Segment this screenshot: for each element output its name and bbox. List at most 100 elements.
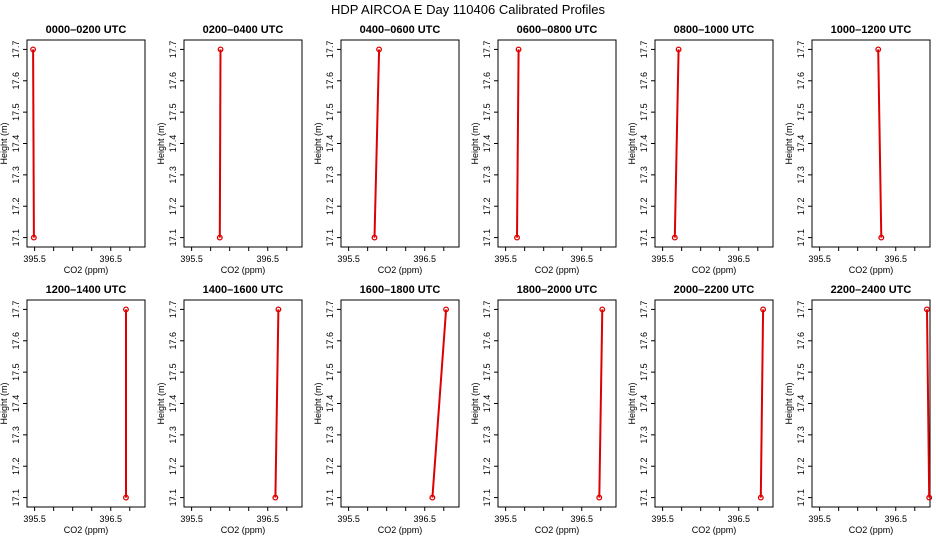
plot-frame — [811, 299, 931, 508]
data-point — [926, 494, 933, 501]
panel-title: 2000–2200 UTC — [674, 284, 755, 296]
x-axis-label: CO2 (ppm) — [692, 265, 737, 275]
panel-title: 0400–0600 UTC — [360, 24, 441, 36]
y-tick-label: 17.3 — [482, 166, 492, 184]
profile-line — [877, 49, 883, 238]
panel-3: 0400–0600 UTC 395.5 396.5 17.1 17.2 17.3 17.4 1… — [313, 24, 460, 275]
data-point — [123, 494, 129, 501]
x-axis-label: CO2 (ppm) — [849, 265, 894, 275]
x-axis-label: CO2 (ppm) — [849, 525, 894, 535]
y-tick-label: 17.4 — [482, 395, 492, 413]
x-axis-label: CO2 (ppm) — [221, 265, 266, 275]
profile-line — [218, 49, 222, 238]
data-point — [875, 46, 882, 53]
x-tick-label: 395.5 — [651, 514, 674, 524]
y-tick-label: 17.5 — [482, 103, 492, 121]
plot-frame — [654, 299, 774, 508]
y-tick-label: 17.1 — [325, 229, 335, 247]
y-tick-label: 17.4 — [325, 395, 335, 413]
profile-line — [373, 49, 381, 238]
y-tick-label: 17.6 — [796, 72, 806, 90]
y-tick-label: 17.1 — [11, 229, 21, 247]
x-tick-label: 396.5 — [99, 514, 122, 524]
panel-title: 1800–2000 UTC — [517, 284, 598, 296]
panel-4: 0600–0800 UTC 395.5 396.5 17.1 17.2 17.3 17.4 1… — [470, 24, 617, 275]
plot-frame — [497, 299, 617, 508]
panel-title: 1400–1600 UTC — [203, 284, 284, 296]
y-tick-label: 17.6 — [11, 72, 21, 90]
y-tick-label: 17.6 — [639, 72, 649, 90]
y-tick-label: 17.5 — [796, 103, 806, 121]
y-tick-label: 17.7 — [796, 301, 806, 319]
x-tick-label: 395.5 — [23, 254, 46, 264]
profile-line — [274, 309, 280, 498]
y-tick-label: 17.2 — [168, 457, 178, 475]
y-tick-label: 17.5 — [11, 363, 21, 381]
y-tick-label: 17.2 — [482, 457, 492, 475]
y-tick-label: 17.3 — [482, 426, 492, 444]
y-tick-label: 17.6 — [482, 332, 492, 350]
y-axis-label: Height (m) — [627, 382, 637, 424]
x-tick-label: 396.5 — [727, 254, 750, 264]
data-point — [924, 306, 930, 313]
x-tick-label: 395.5 — [180, 254, 203, 264]
data-point — [757, 494, 764, 501]
y-tick-label: 17.2 — [168, 197, 178, 215]
y-axis-label: Height (m) — [156, 122, 166, 164]
profile-line — [926, 309, 931, 498]
y-tick-label: 17.3 — [325, 166, 335, 184]
plot-frame — [340, 299, 460, 508]
y-tick-label: 17.3 — [325, 426, 335, 444]
x-tick-label: 396.5 — [256, 254, 279, 264]
y-tick-label: 17.2 — [325, 197, 335, 215]
y-tick-label: 17.6 — [325, 332, 335, 350]
y-axis-label: Height (m) — [0, 122, 9, 164]
y-tick-label: 17.1 — [639, 489, 649, 507]
x-axis-label: CO2 (ppm) — [64, 525, 109, 535]
y-tick-label: 17.4 — [639, 395, 649, 413]
panel-title: 0800–1000 UTC — [674, 24, 755, 36]
profile-line — [516, 49, 520, 238]
y-tick-label: 17.4 — [639, 135, 649, 153]
y-tick-label: 17.2 — [639, 197, 649, 215]
panel-title: 0000–0200 UTC — [46, 24, 127, 36]
y-axis-label: Height (m) — [470, 382, 480, 424]
x-tick-label: 396.5 — [256, 514, 279, 524]
y-tick-label: 17.3 — [11, 166, 21, 184]
y-tick-label: 17.1 — [168, 229, 178, 247]
y-tick-label: 17.4 — [168, 395, 178, 413]
panel-9: 1600–1800 UTC 395.5 396.5 17.1 17.2 17.3 17.4 1… — [313, 284, 460, 535]
panel-6: 1000–1200 UTC 395.5 396.5 17.1 17.2 17.3 17.4 1… — [784, 24, 931, 275]
y-tick-label: 17.1 — [325, 489, 335, 507]
y-axis-label: Height (m) — [313, 382, 323, 424]
data-point — [272, 494, 279, 501]
y-tick-label: 17.6 — [168, 332, 178, 350]
y-tick-label: 17.6 — [796, 332, 806, 350]
x-tick-label: 396.5 — [727, 514, 750, 524]
plot-frame — [654, 39, 774, 248]
x-axis-label: CO2 (ppm) — [692, 525, 737, 535]
data-point — [443, 306, 450, 313]
panel-1: 0000–0200 UTC 395.5 396.5 17.1 17.2 17.3 17.4 1… — [0, 24, 146, 275]
y-axis-label: Height (m) — [313, 122, 323, 164]
data-point — [217, 46, 224, 53]
y-axis-label: Height (m) — [627, 122, 637, 164]
y-axis-label: Height (m) — [156, 382, 166, 424]
plot-frame — [497, 39, 617, 248]
data-point — [596, 494, 603, 501]
plot-frame — [811, 39, 931, 248]
y-axis-label: Height (m) — [0, 382, 9, 424]
data-point — [599, 306, 606, 313]
x-tick-label: 395.5 — [494, 254, 517, 264]
y-tick-label: 17.6 — [11, 332, 21, 350]
y-tick-label: 17.6 — [639, 332, 649, 350]
x-axis-label: CO2 (ppm) — [378, 265, 423, 275]
plot-frame — [183, 39, 303, 248]
x-axis-label: CO2 (ppm) — [378, 525, 423, 535]
x-tick-label: 395.5 — [651, 254, 674, 264]
y-tick-label: 17.3 — [168, 426, 178, 444]
y-tick-label: 17.7 — [482, 301, 492, 319]
y-tick-label: 17.7 — [639, 41, 649, 59]
y-tick-label: 17.4 — [796, 395, 806, 413]
